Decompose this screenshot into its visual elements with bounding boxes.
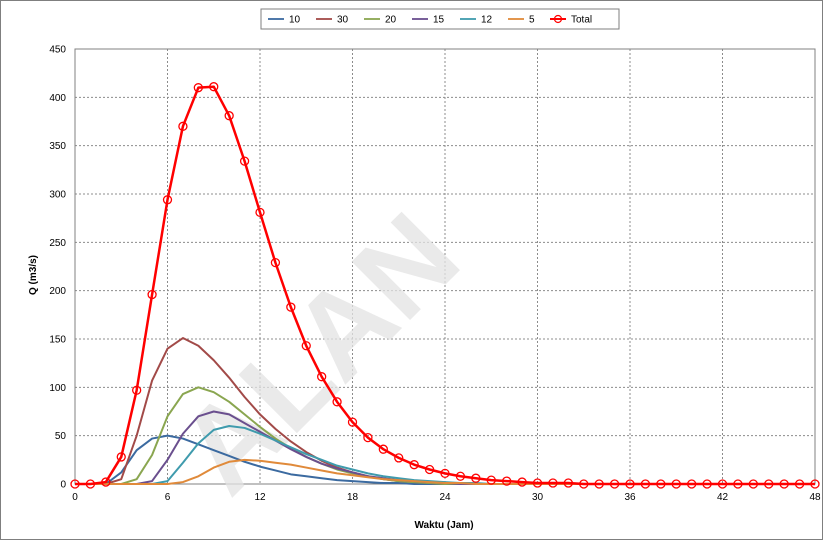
- data-point-total: [502, 476, 512, 486]
- data-point-total: [209, 82, 219, 92]
- data-point-total: [640, 479, 651, 489]
- data-point-total: [270, 257, 281, 268]
- y-axis-title: Q (m3/s): [28, 255, 39, 295]
- data-point-total: [671, 479, 681, 489]
- legend-label-30: 30: [337, 15, 349, 26]
- data-point-total: [116, 452, 126, 462]
- y-tick-label: 0: [60, 480, 66, 491]
- data-point-total: [378, 444, 388, 454]
- y-tick-label: 300: [49, 190, 66, 201]
- y-tick-label: 100: [49, 383, 66, 394]
- y-tick-label: 350: [49, 141, 66, 152]
- y-tick-label: 50: [55, 431, 67, 442]
- data-point-total: [224, 111, 234, 121]
- data-point-total: [255, 207, 265, 218]
- x-tick-label: 12: [254, 492, 266, 503]
- data-point-total: [748, 479, 758, 489]
- legend: 10 30 20 15 12 5 Total: [260, 8, 620, 30]
- y-tick-label: 450: [49, 45, 66, 56]
- data-point-total: [563, 478, 573, 488]
- data-point-total: [532, 478, 543, 488]
- data-point-total: [132, 385, 142, 395]
- data-point-total: [409, 460, 419, 470]
- legend-label-20: 20: [385, 15, 397, 26]
- x-tick-label: 48: [809, 492, 821, 503]
- data-point-total: [733, 479, 743, 489]
- data-point-total: [440, 468, 450, 479]
- x-tick-label: 18: [347, 492, 359, 503]
- y-tick-label: 150: [49, 335, 66, 346]
- y-tick-labels: 0 50 100 150 200 250 300 350 400 450: [49, 45, 66, 491]
- data-point-total: [193, 83, 203, 93]
- x-tick-label: 0: [72, 492, 78, 503]
- data-point-total: [702, 479, 712, 489]
- data-point-total: [471, 473, 481, 483]
- data-point-total: [332, 397, 342, 407]
- data-point-total: [517, 477, 527, 487]
- data-point-total: [486, 475, 496, 485]
- data-point-total: [363, 432, 373, 443]
- data-point-total: [317, 372, 327, 382]
- data-point-total: [625, 479, 635, 489]
- y-tick-label: 200: [49, 286, 66, 297]
- data-point-total: [717, 479, 728, 489]
- x-tick-label: 6: [165, 492, 171, 503]
- data-point-total: [347, 417, 358, 427]
- data-point-total: [794, 479, 805, 489]
- legend-label-15: 15: [433, 15, 445, 26]
- data-point-total: [609, 479, 620, 489]
- data-point-total: [764, 479, 774, 489]
- legend-label-12: 12: [481, 15, 493, 26]
- x-tick-labels: 0 6 12 18 24 30 36 42 48: [72, 492, 821, 503]
- data-point-total: [687, 479, 697, 489]
- data-point-total: [147, 289, 157, 300]
- x-tick-label: 42: [717, 492, 729, 503]
- legend-box: [260, 8, 620, 30]
- legend-label-5: 5: [529, 15, 535, 26]
- data-point-total: [455, 471, 466, 481]
- data-point-total: [548, 478, 558, 488]
- y-tick-label: 400: [49, 93, 66, 104]
- data-point-total: [656, 479, 666, 489]
- series-line-total: [75, 85, 815, 486]
- data-point-total: [178, 121, 188, 131]
- data-point-total: [286, 302, 296, 312]
- data-point-total: [70, 479, 80, 489]
- y-tick-label: 250: [49, 238, 66, 249]
- data-point-total: [239, 156, 250, 166]
- data-point-total: [301, 341, 311, 351]
- data-point-total: [394, 453, 404, 463]
- x-axis-title: Waktu (Jam): [414, 520, 473, 531]
- x-tick-label: 36: [624, 492, 636, 503]
- data-point-total: [594, 479, 604, 489]
- data-point-total: [101, 477, 111, 487]
- series-layer: [70, 82, 820, 489]
- legend-label-total: Total: [571, 15, 592, 26]
- data-point-total: [162, 195, 173, 205]
- x-tick-label: 30: [532, 492, 544, 503]
- data-point-total: [85, 479, 96, 489]
- x-tick-label: 24: [439, 492, 451, 503]
- data-point-total: [579, 479, 589, 489]
- legend-marker-total: [553, 14, 563, 24]
- data-point-total: [779, 479, 789, 489]
- data-point-total: [424, 464, 435, 475]
- legend-label-10: 10: [289, 15, 301, 26]
- data-point-total: [810, 479, 820, 489]
